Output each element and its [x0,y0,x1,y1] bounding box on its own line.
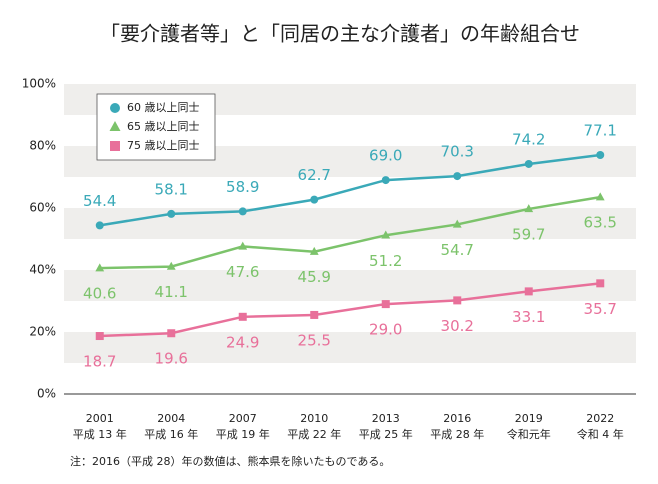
x-tick-label: 2019 [515,412,543,425]
data-label: 74.2 [512,130,545,148]
grid-band [64,270,636,301]
point [452,219,462,228]
data-label: 33.1 [512,308,545,326]
data-label: 24.9 [226,333,259,351]
point [167,329,176,338]
point [310,310,319,319]
x-tick-sublabel: 令和 4 年 [577,427,624,441]
legend-label: 75 歳以上同士 [127,139,200,152]
point [595,192,605,201]
point [110,141,120,151]
data-label: 41.1 [155,283,188,301]
x-tick-sublabel: 平成 16 年 [144,427,198,441]
data-label: 58.9 [226,178,259,196]
data-label: 29.0 [369,321,402,339]
x-tick-label: 2007 [229,412,257,425]
data-label: 30.2 [441,317,474,335]
point [95,263,105,272]
grid-band [64,332,636,363]
point [596,150,605,159]
chart-title: 「要介護者等」と「同居の主な介護者」の年齢組合せ [100,22,580,46]
x-tick-label: 2010 [300,412,328,425]
point [95,332,104,341]
point [524,204,534,213]
grid-band [64,208,636,239]
y-tick-label: 20% [29,325,56,339]
x-tick-sublabel: 平成 25 年 [359,427,413,441]
point [166,261,176,270]
x-tick-sublabel: 令和元年 [507,427,551,441]
point [238,312,247,321]
point [109,121,121,131]
data-label: 77.1 [584,121,617,139]
data-label: 69.0 [369,147,402,165]
data-label: 58.1 [155,180,188,198]
x-tick-label: 2004 [157,412,185,425]
note: 注：2016（平成 28）年の数値は、熊本県を除いたものである。 [70,454,390,468]
y-tick-label: 60% [29,201,56,215]
data-label: 25.5 [298,331,331,349]
y-tick-label: 80% [29,139,56,153]
point [381,230,391,239]
x-tick-sublabel: 平成 28 年 [430,427,484,441]
data-label: 54.7 [441,241,474,259]
x-tick-sublabel: 平成 22 年 [287,427,341,441]
data-label: 54.4 [83,192,116,210]
point [238,241,248,250]
x-tick-label: 2016 [443,412,471,425]
legend-label: 65 歳以上同士 [127,120,200,133]
x-tick-label: 2022 [586,412,614,425]
point [381,300,390,309]
data-label: 59.7 [512,225,545,243]
data-label: 47.6 [226,263,259,281]
y-tick-label: 40% [29,263,56,277]
data-label: 45.9 [298,268,331,286]
point [596,279,605,288]
data-label: 70.3 [441,143,474,161]
data-label: 18.7 [83,353,116,371]
data-label: 35.7 [584,300,617,318]
point [453,296,462,305]
x-tick-label: 2013 [372,412,400,425]
series-line [99,195,601,270]
data-label: 62.7 [298,166,331,184]
point [167,209,176,218]
point [309,246,319,255]
x-tick-sublabel: 平成 19 年 [216,427,270,441]
point [110,103,120,113]
series-line [99,282,601,338]
point [524,287,533,296]
data-label: 19.6 [155,350,188,368]
point [381,176,390,185]
data-label: 40.6 [83,285,116,303]
y-tick-label: 0% [37,387,56,401]
legend-label: 60 歳以上同士 [127,101,200,114]
point [310,195,319,204]
point [95,221,104,230]
x-tick-sublabel: 平成 13 年 [73,427,127,441]
point [453,172,462,181]
y-tick-label: 100% [22,77,56,91]
series-line [99,153,601,227]
x-tick-label: 2001 [86,412,114,425]
data-label: 51.2 [369,252,402,270]
point [524,159,533,168]
point [238,207,247,216]
data-label: 63.5 [584,214,617,232]
